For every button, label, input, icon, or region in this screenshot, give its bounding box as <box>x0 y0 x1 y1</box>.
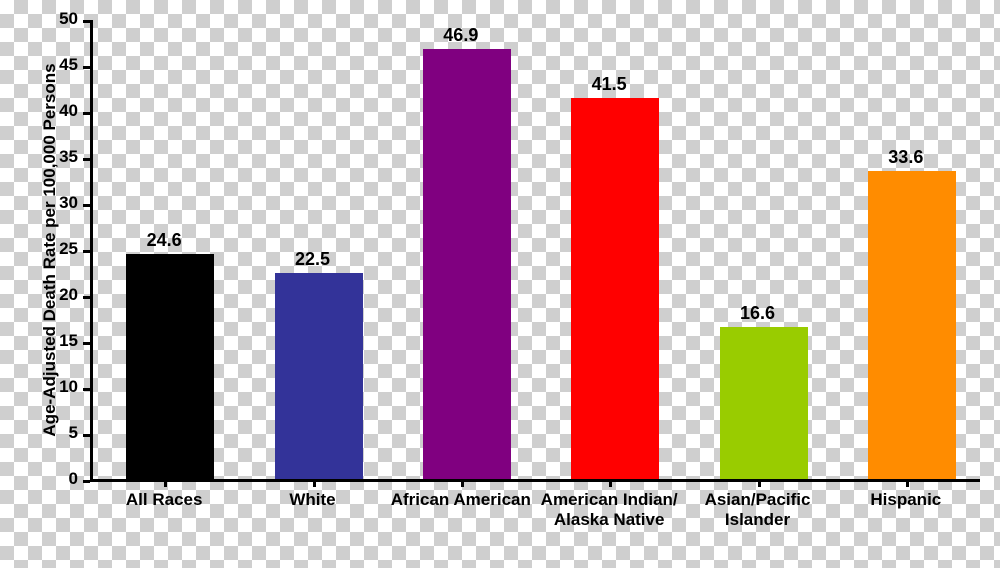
x-tick-mark <box>164 480 167 487</box>
y-tick-mark <box>83 250 90 253</box>
category-label: Hispanic <box>836 490 976 510</box>
category-label: American Indian/​Alaska Native <box>539 490 679 529</box>
bar <box>275 273 363 480</box>
x-axis-line <box>90 479 980 482</box>
bar-value-label: 16.6 <box>718 303 798 324</box>
y-tick-mark <box>83 66 90 69</box>
bar-value-label: 46.9 <box>421 25 501 46</box>
bar <box>571 98 659 480</box>
bar <box>126 254 214 480</box>
x-tick-mark <box>609 480 612 487</box>
x-tick-mark <box>461 480 464 487</box>
y-tick-mark <box>83 204 90 207</box>
y-tick-mark <box>83 434 90 437</box>
plot-area: 0510152025303540455024.6All Races22.5Whi… <box>90 20 980 480</box>
y-tick-mark <box>83 342 90 345</box>
y-tick-mark <box>83 388 90 391</box>
y-axis-label: Age-Adjusted Death Rate per 100,000 Pers… <box>40 20 60 480</box>
bar <box>423 49 511 480</box>
y-tick-mark <box>83 20 90 23</box>
y-tick-mark <box>83 158 90 161</box>
category-label: All Races <box>94 490 234 510</box>
x-tick-mark <box>313 480 316 487</box>
category-label: African American <box>391 490 531 510</box>
bar-value-label: 22.5 <box>273 249 353 270</box>
bar-value-label: 33.6 <box>866 147 946 168</box>
chart-stage: Age-Adjusted Death Rate per 100,000 Pers… <box>0 0 1000 568</box>
y-tick-mark <box>83 296 90 299</box>
y-tick-mark <box>83 480 90 483</box>
x-tick-mark <box>758 480 761 487</box>
y-tick-mark <box>83 112 90 115</box>
category-label: White <box>242 490 382 510</box>
bar <box>720 327 808 480</box>
y-axis-line <box>90 20 93 480</box>
bar <box>868 171 956 480</box>
bar-value-label: 41.5 <box>569 74 649 95</box>
bar-value-label: 24.6 <box>124 230 204 251</box>
x-tick-mark <box>906 480 909 487</box>
category-label: Asian/​Pacific Islander <box>687 490 827 529</box>
